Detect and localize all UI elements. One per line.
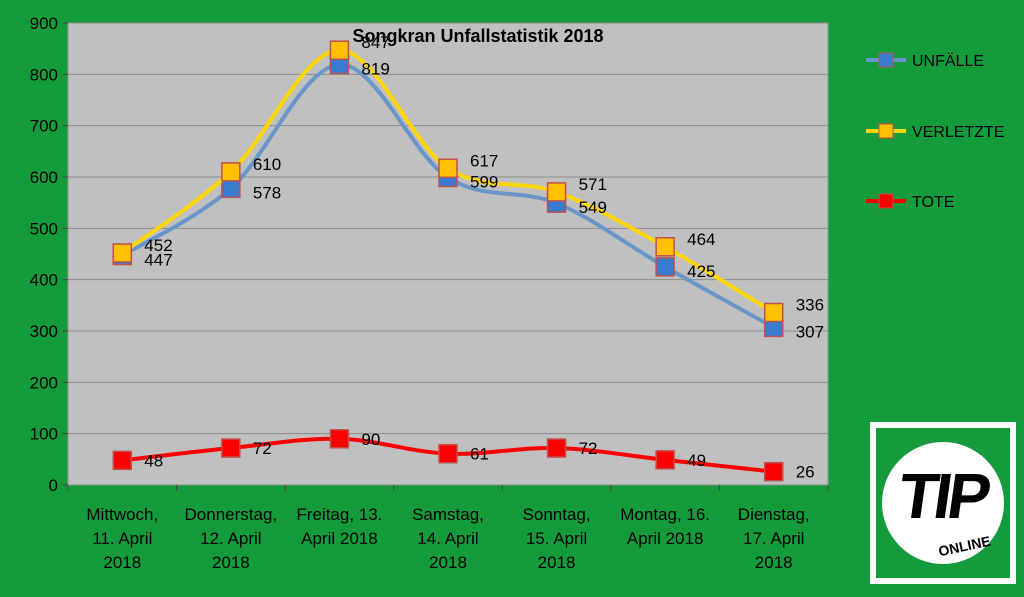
y-tick-label: 200 (30, 373, 58, 392)
data-label: 847 (361, 33, 389, 52)
data-label: 447 (144, 251, 172, 270)
data-point-2 (112, 450, 133, 471)
y-tick-label: 500 (30, 219, 58, 238)
x-tick-label: Dienstag, 17. April 2018 (738, 505, 810, 572)
data-point-1 (221, 162, 241, 182)
data-label: 464 (687, 230, 715, 249)
data-point-2 (546, 438, 567, 458)
data-point-1 (655, 237, 675, 257)
data-label: 452 (144, 236, 172, 255)
y-tick-label: 300 (30, 322, 58, 341)
data-point-1 (329, 40, 350, 60)
data-point-1 (546, 182, 567, 202)
y-tick-label: 400 (30, 271, 58, 290)
legend-label: TOTE (912, 194, 954, 211)
data-label: 617 (470, 151, 498, 170)
x-tick-label: Sonntag, 15. April 2018 (523, 505, 591, 572)
data-label: 610 (253, 155, 281, 174)
data-label: 72 (253, 439, 272, 458)
data-label: 571 (579, 175, 607, 194)
data-point-2 (655, 450, 675, 470)
y-tick-label: 0 (49, 476, 58, 495)
data-label: 599 (470, 173, 498, 192)
data-label: 26 (796, 463, 815, 482)
plot-area (67, 22, 829, 486)
x-tick-label: Freitag, 13. April 2018 (296, 505, 382, 548)
data-point-2 (329, 429, 350, 449)
data-label: 578 (253, 183, 281, 202)
data-point-1 (763, 302, 784, 323)
legend-marker (878, 193, 894, 209)
data-label: 307 (796, 322, 824, 341)
legend-marker (878, 52, 894, 68)
data-label: 48 (144, 451, 163, 470)
data-point-2 (221, 438, 241, 458)
logo-online-text: ONLINE (936, 532, 992, 560)
data-point-2 (763, 461, 784, 482)
data-label: 72 (579, 439, 598, 458)
tip-online-logo: TIP ONLINE (870, 422, 1016, 584)
logo-tip-text: TIP (894, 460, 992, 532)
x-tick-label: Samstag, 14. April 2018 (412, 505, 484, 572)
y-tick-label: 700 (30, 117, 58, 136)
y-tick-label: 100 (30, 425, 58, 444)
chart-title: Songkran Unfallstatistik 2018 (352, 26, 603, 46)
data-point-0 (655, 257, 675, 277)
x-tick-label: Montag, 16. April 2018 (620, 505, 710, 548)
data-label: 819 (361, 60, 389, 79)
data-label: 61 (470, 445, 489, 464)
data-point-1 (112, 243, 133, 263)
data-label: 49 (687, 451, 706, 470)
legend-label: UNFÄLLE (912, 52, 984, 70)
data-point-2 (438, 443, 458, 464)
x-tick-label: Donnerstag, 12. April 2018 (185, 505, 278, 572)
data-point-0 (221, 178, 241, 199)
data-label: 336 (796, 296, 824, 315)
legend-label: VERLETZTE (912, 124, 1004, 141)
data-label: 90 (361, 430, 380, 449)
y-tick-label: 600 (30, 168, 58, 187)
y-tick-label: 900 (30, 14, 58, 33)
data-point-1 (438, 158, 458, 179)
y-tick-label: 800 (30, 65, 58, 84)
legend-marker (878, 123, 894, 139)
data-label: 425 (687, 262, 715, 281)
data-label: 549 (579, 198, 607, 217)
x-tick-label: Mittwoch, 11. April 2018 (86, 505, 158, 572)
